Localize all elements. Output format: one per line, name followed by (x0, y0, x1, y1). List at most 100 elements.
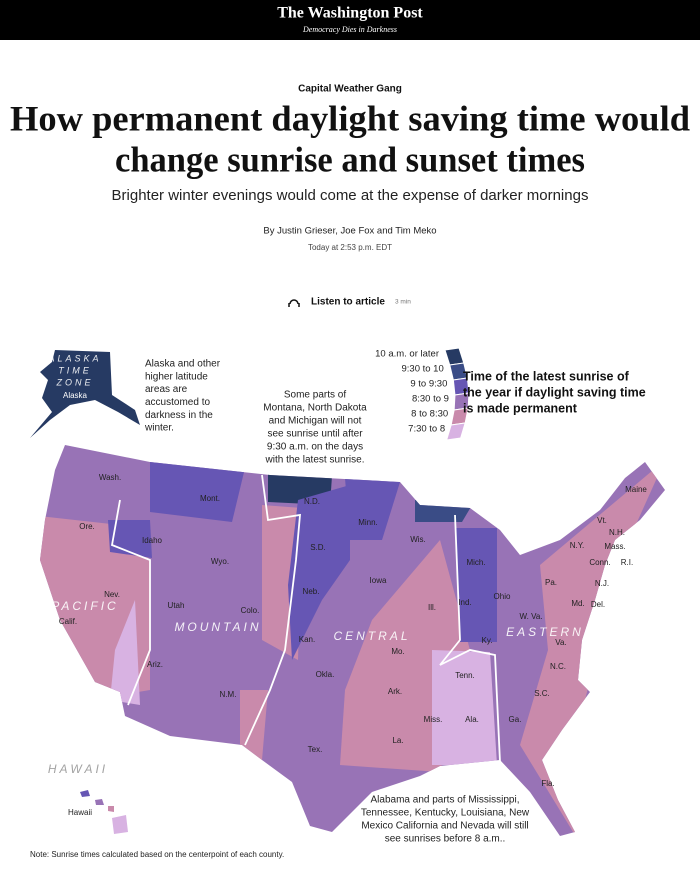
legend-label: 9 to 9:30 (410, 379, 447, 390)
legend-title: the year if daylight saving time (463, 385, 646, 399)
time-zone-label: HAWAII (48, 762, 108, 776)
headline: How permanent daylight saving time would (10, 98, 690, 138)
time-zone-label: ZONE (55, 377, 93, 387)
state-label: La. (392, 736, 403, 745)
hawaii-island (80, 790, 90, 797)
zone-region (150, 455, 245, 522)
state-label: Pa. (545, 578, 557, 587)
state-label: Minn. (358, 518, 378, 527)
headline: change sunrise and sunset times (115, 139, 585, 179)
alaska-shape (30, 350, 140, 438)
logo[interactable]: The Washington Post (277, 5, 423, 22)
state-label: N.C. (550, 662, 566, 671)
annotation: Alabama and parts of Mississippi, (371, 795, 520, 806)
state-label: Tenn. (455, 671, 475, 680)
legend-label: 7:30 to 8 (408, 424, 445, 435)
annotation: higher latitude (145, 371, 208, 382)
state-label: Wash. (99, 473, 121, 482)
zone-region (288, 485, 350, 660)
state-label: Ohio (494, 592, 511, 601)
state-label: R.I. (621, 558, 633, 567)
state-label: Hawaii (68, 808, 92, 817)
state-label: Ariz. (147, 660, 163, 669)
state-label: Ark. (388, 687, 402, 696)
annotation: Mexico California and Nevada will still (361, 821, 528, 832)
timestamp: Today at 2:53 p.m. EDT (308, 243, 392, 252)
time-zone-label: TIME (58, 365, 92, 375)
state-label: Fla. (541, 779, 554, 788)
state-label: Mass. (604, 542, 625, 551)
state-label: Ind. (458, 598, 471, 607)
state-label: Okla. (316, 670, 335, 679)
time-zone-label: PACIFIC (51, 599, 118, 613)
headphones-icon[interactable] (288, 299, 300, 307)
state-label: Nev. (104, 590, 120, 599)
annotation: Tennessee, Kentucky, Louisiana, New (361, 808, 530, 819)
hawaii-island (108, 806, 114, 812)
state-label: S.C. (534, 689, 550, 698)
annotation: with the latest sunrise. (265, 455, 365, 466)
top-bar (0, 0, 700, 40)
annotation: winter. (144, 423, 174, 434)
state-label: N.M. (220, 690, 237, 699)
zone-region (110, 600, 140, 705)
annotation: accustomed to (145, 397, 210, 408)
state-label: W. Va. (520, 612, 543, 621)
time-zone-boundaries (110, 474, 501, 763)
annotation: areas are (145, 384, 188, 395)
state-label: N.J. (595, 579, 609, 588)
state-label: Ky. (482, 636, 493, 645)
annotation: and Michigan will not (269, 416, 362, 427)
state-label: Miss. (424, 715, 443, 724)
state-label: Wyo. (211, 557, 229, 566)
state-label: Alaska (63, 391, 88, 400)
legend-swatch (445, 422, 466, 441)
hawaii-map (80, 790, 128, 834)
state-label: Va. (555, 638, 566, 647)
annotation: Some parts of (284, 390, 346, 401)
footnote: Note: Sunrise times calculated based on … (30, 850, 284, 859)
zone-region (345, 478, 400, 540)
state-label: Kan. (299, 635, 315, 644)
state-label: Md. (571, 599, 584, 608)
state-label: Wis. (410, 535, 426, 544)
legend-title: Time of the latest sunrise of (463, 369, 630, 383)
time-zone-label: ALASKA (47, 353, 101, 363)
state-label: N.H. (609, 528, 625, 537)
state-label: S.D. (310, 543, 326, 552)
kicker[interactable]: Capital Weather Gang (298, 84, 402, 95)
legend-label: 10 a.m. or later (375, 349, 439, 360)
state-label: Calif. (59, 617, 77, 626)
annotation: Montana, North Dakota (263, 403, 367, 414)
legend-title: is made permanent (463, 401, 578, 415)
time-zone-label: EASTERN (506, 625, 584, 639)
zone-region (432, 650, 497, 765)
annotation: darkness in the (145, 410, 213, 421)
state-label: Ga. (509, 715, 522, 724)
state-label: Maine (625, 485, 647, 494)
state-label: Vt. (597, 516, 607, 525)
state-label: Utah (168, 601, 185, 610)
state-label: N.D. (304, 497, 320, 506)
state-label: Tex. (308, 745, 323, 754)
state-label: Iowa (370, 576, 387, 585)
time-zone-label: MOUNTAIN (174, 620, 261, 634)
us-map (40, 445, 665, 836)
state-label: Mont. (200, 494, 220, 503)
annotation: see sunrise until after (267, 429, 363, 440)
legend-label: 9:30 to 10 (401, 364, 443, 375)
state-label: N.Y. (570, 541, 585, 550)
byline[interactable]: By Justin Grieser, Joe Fox and Tim Meko (263, 226, 436, 237)
zone-region (455, 528, 497, 642)
state-label: Mo. (391, 647, 404, 656)
alaska-map (30, 350, 140, 438)
state-label: Neb. (303, 587, 320, 596)
listen-button[interactable]: Listen to article (311, 297, 385, 308)
listen-duration: 3 min (395, 299, 411, 306)
time-zone-label: CENTRAL (333, 629, 410, 643)
hawaii-island (95, 799, 104, 805)
state-label: Conn. (589, 558, 610, 567)
annotation: 9:30 a.m. on the days (267, 442, 363, 453)
annotation: see sunrises before 8 a.m.. (385, 834, 506, 845)
